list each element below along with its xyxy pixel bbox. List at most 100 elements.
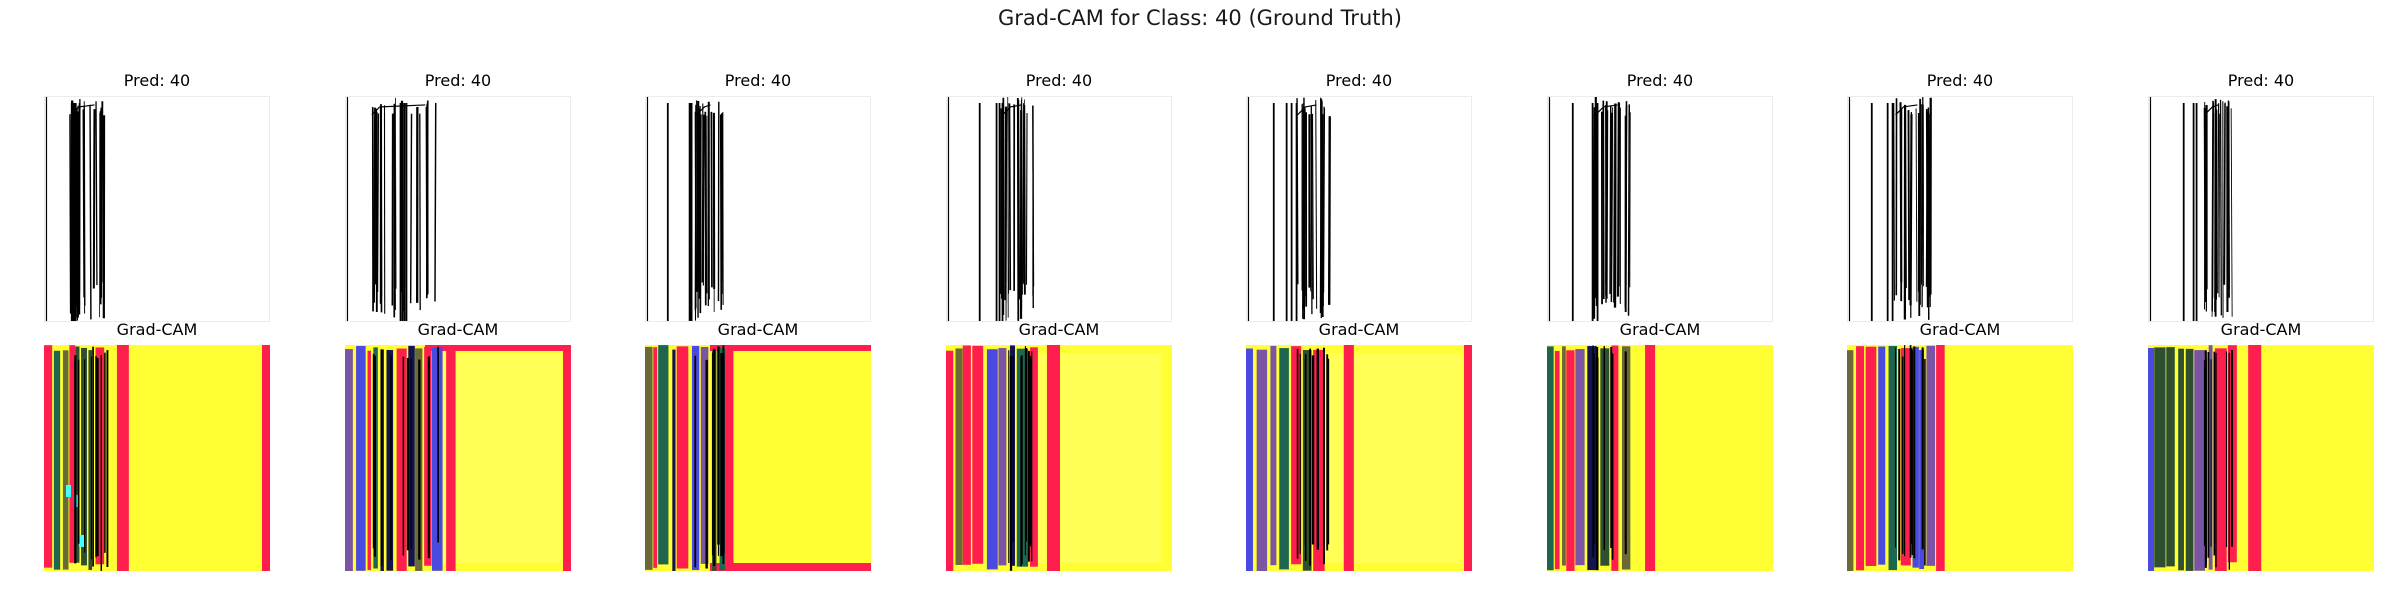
heatmap-red-column [724,345,734,571]
stroke-line [1023,99,1025,285]
stroke-line [1593,107,1596,319]
figure-title: Grad-CAM for Class: 40 (Ground Truth) [998,6,1402,30]
stroke-line [1595,104,1618,116]
stroke-line [1617,102,1620,297]
heatmap-column [386,349,394,571]
heatmap-column [1279,348,1289,570]
stroke-line [1612,107,1614,303]
heatmap-column [1926,345,1936,566]
stroke-line [1032,105,1035,287]
stroke-line [1605,101,1608,284]
heatmap-column [972,345,984,564]
stroke-line [95,101,98,286]
heatmap-column [1270,345,1277,566]
heatmap-column [367,350,371,571]
heatmap-column [1009,345,1016,566]
stroke-line [92,109,96,289]
stroke-line [1004,106,1008,301]
heatmap-column [2185,348,2194,571]
gradcam-heatmap [645,345,871,571]
stroke-line [694,111,697,308]
heatmap-red-edge [563,345,571,571]
stroke-line [1002,104,1022,116]
heatmap-column [986,349,998,570]
input-strokes [45,97,106,321]
heatmap-cyan-spot [74,495,79,507]
input-image-panel [2148,96,2374,322]
gradcam-panel [1547,345,1773,571]
stroke-line [1928,113,1932,297]
gradcam-panel [44,345,270,571]
heatmap-cyan-spot [79,535,84,547]
gradcam-panel [1847,345,2073,571]
stroke-line [100,101,104,283]
heatmap-column [88,350,93,570]
pred-title: Pred: 40 [2227,71,2295,90]
stroke-line [2218,113,2221,298]
stroke-line [395,97,397,289]
heatmap-red-column [2248,345,2262,571]
heatmap-red-column [1936,345,1945,571]
stroke-line [371,104,426,116]
stroke-line [710,111,713,288]
gradcam-heatmap [1246,345,1472,571]
heatmap-red-edge [710,563,871,571]
heatmap-column [2214,348,2227,571]
stroke-line [2223,103,2226,285]
gradcam-heatmap [1547,345,1773,571]
heatmap-column [645,346,653,570]
stroke-line [1907,110,1911,301]
stroke-line [2230,108,2233,317]
input-image-panel [645,96,871,322]
gradcam-title: Grad-CAM [417,320,499,339]
stroke-line [1925,109,1929,308]
stroke-line [2217,103,2220,294]
heatmap-column [1900,348,1911,566]
stroke-line [82,109,85,298]
input-image-panel [44,96,270,322]
heatmap-column [1554,350,1560,570]
input-image-panel [1246,96,1472,322]
stroke-line [1025,113,1028,285]
heatmap-column [1587,346,1597,571]
input-strokes [1548,97,1631,321]
pred-title: Pred: 40 [1626,71,1694,90]
gradcam-title: Grad-CAM [2220,320,2302,339]
gradcam-panel [1246,345,1472,571]
stroke-line [702,103,704,286]
stroke-line [1310,105,1313,315]
pred-title: Pred: 40 [424,71,492,90]
stroke-line [2204,104,2219,116]
heatmap-column [955,348,963,565]
heatmap-column [1030,347,1038,567]
input-strokes [947,97,1035,321]
heatmap-column [1878,346,1886,565]
gradcam-title: Grad-CAM [1919,320,2001,339]
gradcam-heatmap [946,345,1172,571]
pred-title: Pred: 40 [724,71,792,90]
input-strokes [346,97,437,321]
heatmap-red-edge [710,345,871,351]
gradcam-heatmap [1847,345,2073,571]
stroke-line [409,113,413,304]
heatmap-column [946,350,954,571]
heatmap-column [69,345,76,563]
stroke-line [1320,97,1322,319]
gradcam-title: Grad-CAM [116,320,198,339]
heatmap-column [658,345,669,565]
heatmap-column [672,349,676,571]
gradcam-heatmap [44,345,270,571]
input-image-panel [946,96,1172,322]
heatmap-column [1912,346,1919,568]
heatmap-column [1562,346,1566,566]
stroke-line [696,104,711,116]
input-image-panel [1847,96,2073,322]
heatmap-column [1547,346,1554,571]
heatmap-column [700,346,709,564]
stroke-line [1008,103,1012,291]
stroke-line [1609,105,1612,294]
stroke-line [1903,113,1907,289]
stroke-line [1921,97,1924,308]
heatmap-column [653,347,658,568]
stroke-line [89,104,92,320]
